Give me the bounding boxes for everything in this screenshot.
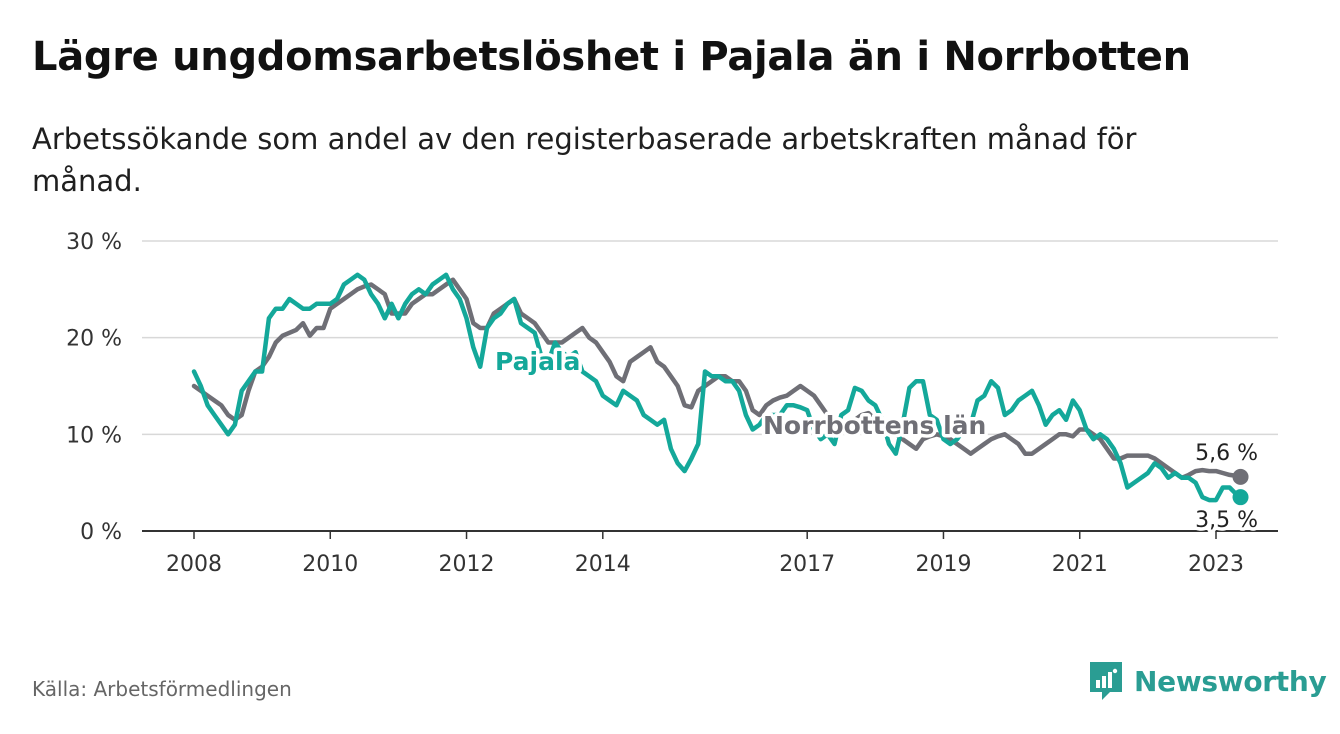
norrbotten-series-label-halo: Norrbottens län	[763, 411, 986, 440]
norrbotten-end-label-halo: 5,6 %	[1195, 441, 1258, 466]
x-tick-label: 2010	[302, 552, 358, 577]
pajala-end-label-halo: 3,5 %	[1195, 508, 1258, 533]
newsworthy-icon	[1090, 662, 1122, 700]
pajala-line	[191, 272, 1243, 503]
pajala-series-label: Pajala	[495, 347, 580, 376]
y-tick-label: 10 %	[66, 423, 122, 448]
pajala-end-label: 3,5 %	[1195, 508, 1258, 533]
newsworthy-logo[interactable]: Newsworthy	[1088, 660, 1327, 702]
source-note: Källa: Arbetsförmedlingen	[32, 677, 292, 701]
norrbotten-series-label: Norrbottens län	[763, 411, 986, 440]
y-axis: 0 % 10 % 20 % 30 %	[66, 230, 122, 545]
x-tick-label: 2023	[1188, 552, 1244, 577]
x-tick-label: 2008	[166, 552, 222, 577]
x-tick-label: 2012	[439, 552, 495, 577]
norrbotten-end-label: 5,6 %	[1195, 441, 1258, 466]
pajala-end-point	[1232, 489, 1249, 506]
chart-subtitle: Arbetssökande som andel av den registerb…	[32, 122, 1137, 198]
x-tick-label: 2019	[915, 552, 971, 577]
y-tick-label: 20 %	[66, 327, 122, 352]
norrbotten-end-point	[1232, 468, 1249, 485]
brand-name: Newsworthy	[1134, 664, 1327, 698]
norrbotten-line	[191, 277, 1243, 481]
series-lines	[191, 272, 1249, 506]
chart-title: Lägre ungdomsarbetslöshet i Pajala än i …	[32, 34, 1191, 80]
y-tick-label: 30 %	[66, 230, 122, 255]
x-tick-label: 2021	[1052, 552, 1108, 577]
x-tick-label: 2014	[575, 552, 631, 577]
gridlines	[142, 240, 1278, 532]
y-tick-label: 0 %	[80, 520, 122, 545]
x-tick-label: 2017	[779, 552, 835, 577]
x-axis: 2008 2010 2012 2014 2017 2019 2021 2023	[166, 531, 1244, 577]
pajala-series-label-halo: Pajala	[495, 347, 580, 376]
